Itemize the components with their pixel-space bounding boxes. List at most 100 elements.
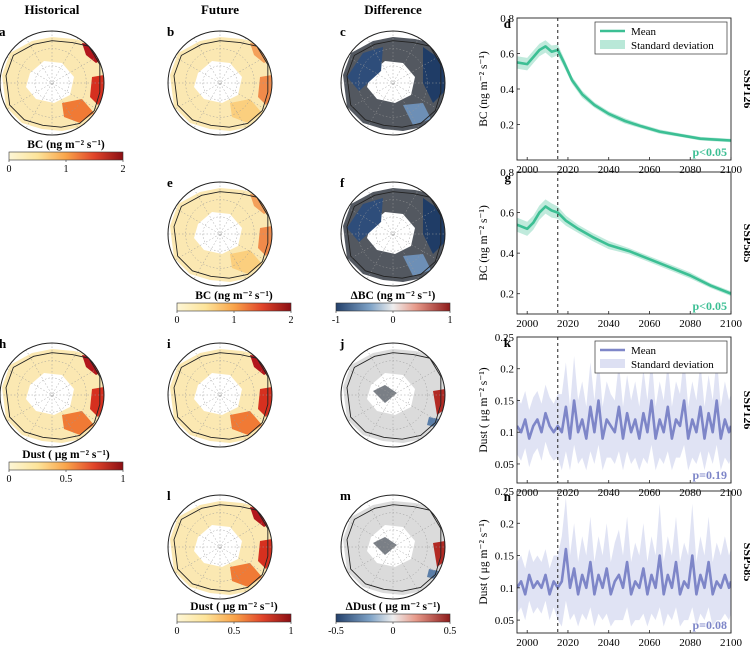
x-tick-label: 2020 (557, 637, 580, 649)
colorbar-tick-label: 0.5 (60, 474, 73, 485)
map-field (343, 188, 445, 282)
map-coastline (5, 352, 101, 440)
panel-letter-e: e (167, 175, 173, 190)
std-deviation-band (517, 356, 731, 471)
y-tick-label: 0.2 (500, 289, 514, 301)
map-latitude-circle (202, 216, 238, 252)
legend-mean-label: Mean (631, 345, 657, 357)
x-tick-label: 2020 (557, 318, 580, 330)
legend-sd-swatch (600, 40, 625, 49)
colorbar-tick-label: 0 (175, 315, 180, 326)
map-latitude-circle (202, 377, 238, 413)
panel-letter-l: l (167, 488, 171, 503)
colorbar-gradient (176, 613, 292, 623)
map-panel-e: e (167, 175, 273, 287)
map-coastline (173, 504, 269, 592)
x-tick-label: 2100 (720, 318, 743, 330)
map-frame (340, 342, 446, 448)
map-coastline (173, 352, 269, 440)
legend: Mean Standard deviation (594, 21, 728, 55)
map-frame (340, 494, 446, 600)
map-field (2, 37, 104, 131)
column-header-future: Future (201, 2, 239, 17)
map-coastline (346, 40, 442, 128)
map-latitude-circle (375, 216, 411, 252)
legend-sd-swatch (600, 359, 625, 368)
map-panel-j: j (339, 336, 446, 448)
y-tick-label: 0.2 (500, 120, 514, 132)
x-tick-label: 2080 (679, 637, 702, 649)
colorbar-tick-label: 0.5 (228, 626, 241, 637)
map-hotspot-south (230, 99, 262, 123)
map-field (170, 501, 272, 595)
map-coastline (173, 40, 269, 128)
chart-panel-d: 2000 2020 2040 2060 2080 2100 0.2 0.4 0.6 0.8 BC (… (478, 13, 750, 176)
map-panels: a b c e f h i j l m (0, 24, 446, 600)
map-latitude-circle (375, 529, 411, 565)
y-tick-label: 0.6 (500, 208, 514, 220)
y-axis-label: BC (ng m⁻² s⁻¹) (478, 205, 490, 281)
legend-sd-label: Standard deviation (631, 40, 714, 52)
column-header-difference: Difference (364, 2, 422, 17)
y-tick-label: 0.05 (495, 459, 515, 471)
panel-letter-f: f (340, 175, 345, 190)
colorbar-gradient (335, 613, 451, 623)
map-frame (340, 30, 446, 136)
colorbar-gradient (176, 302, 292, 312)
x-tick-label: 2000 (516, 637, 539, 649)
panel-letter-a: a (0, 24, 6, 39)
std-deviation-band (517, 40, 731, 143)
y-tick-label: 0.2 (500, 364, 514, 376)
map-frame (167, 494, 273, 600)
colorbar-tick-label: 0.5 (444, 626, 457, 637)
colorbar-label: ΔBC (ng m⁻² s⁻¹) (351, 290, 436, 302)
map-panel-i: i (167, 336, 273, 448)
map-field (170, 349, 272, 443)
x-tick-label: 2020 (557, 487, 580, 499)
map-diff-grey (373, 385, 397, 403)
x-tick-label: 2000 (516, 487, 539, 499)
mean-line (517, 45, 731, 142)
map-diff-west (347, 198, 383, 242)
panel-letter-j: j (339, 336, 344, 351)
y-axis-label: Dust ( μg m⁻² s⁻¹) (478, 519, 490, 604)
colorbar-tick-label: 2 (121, 164, 126, 175)
chart-panel-g: 2000 2020 2040 2060 2080 2100 0.2 0.4 0.6 0.8 BC (… (478, 167, 750, 330)
panel-letter-h: h (0, 336, 7, 351)
scenario-label: SSP126 (741, 70, 750, 109)
x-tick-label: 2000 (516, 164, 539, 176)
x-tick-label: 2060 (638, 164, 661, 176)
map-coastline (173, 191, 269, 279)
map-coastline (346, 191, 442, 279)
colorbar-label: Dust ( μg m⁻² s⁻¹) (190, 601, 278, 613)
colorbar-label: Dust ( μg m⁻² s⁻¹) (22, 449, 110, 461)
colorbar-label: BC (ng m⁻² s⁻¹) (27, 139, 105, 151)
map-frame (0, 30, 105, 136)
map-diff-east (423, 47, 445, 103)
colorbar-label: BC (ng m⁻² s⁻¹) (195, 290, 273, 302)
y-tick-label: 0.15 (495, 395, 515, 407)
map-frame (167, 181, 273, 287)
p-value-label: p=0.08 (692, 618, 727, 632)
map-panel-l: l (167, 488, 273, 600)
colorbar-tick-label: 1 (64, 164, 69, 175)
x-tick-label: 2080 (679, 164, 702, 176)
map-field (343, 501, 445, 595)
panel-letter-i: i (167, 336, 171, 351)
scenario-label: SSP126 (741, 391, 750, 430)
colorbar-label: ΔDust ( μg m⁻² s⁻¹) (346, 601, 441, 613)
y-tick-label: 0.25 (495, 332, 515, 344)
x-tick-label: 2080 (679, 318, 702, 330)
map-diff-positive (433, 541, 445, 567)
map-hotspot-south (62, 99, 94, 123)
map-diff-east (423, 198, 445, 254)
panel-letter-d: d (504, 16, 512, 31)
x-tick-label: 2040 (598, 164, 621, 176)
y-tick-label: 0.4 (500, 248, 514, 260)
map-diff-positive (433, 389, 445, 415)
y-tick-label: 0.1 (500, 427, 514, 439)
map-latitude-circle (202, 65, 238, 101)
colorbar-tick-label: 1 (289, 626, 294, 637)
map-field (343, 37, 445, 131)
